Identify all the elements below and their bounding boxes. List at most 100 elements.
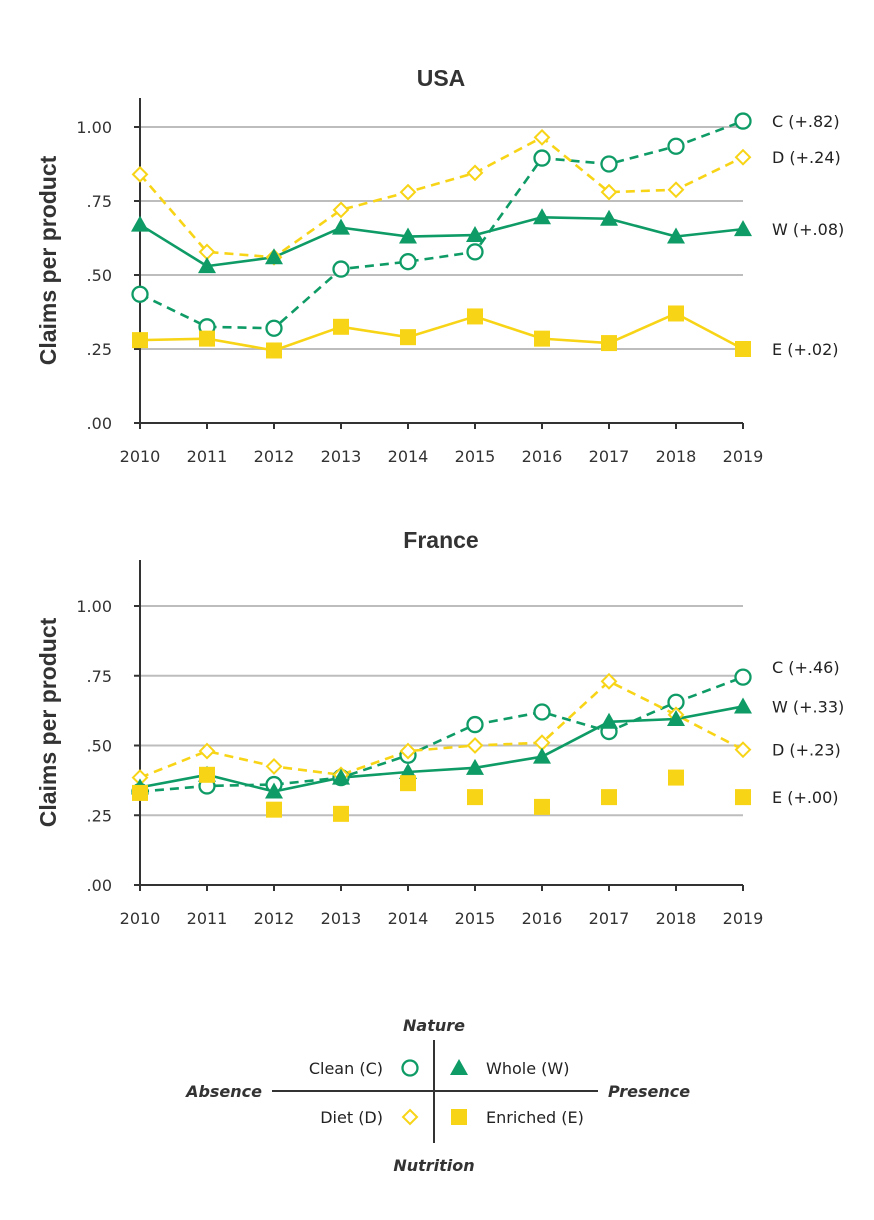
point-D-2016 <box>533 128 551 146</box>
point-E-2010 <box>132 784 148 801</box>
point-W-2015 <box>466 226 484 243</box>
legend-label-nutrition: Nutrition <box>393 1156 474 1175</box>
point-E-2015 <box>467 789 483 806</box>
y-tick-label: .25 <box>87 340 112 359</box>
point-E-2017 <box>601 335 617 352</box>
legend-label-absence: Absence <box>184 1082 262 1101</box>
point-W-2018 <box>667 709 685 726</box>
point-W-2016 <box>533 747 551 764</box>
point-E-2014 <box>400 775 416 792</box>
x-tick-label: 2018 <box>656 909 697 928</box>
point-E-2012 <box>266 801 282 818</box>
point-C-2015 <box>466 715 484 734</box>
point-C-2018 <box>667 137 685 155</box>
end-label-W: W (+.33) <box>772 697 844 716</box>
x-tick-label: 2016 <box>522 909 563 928</box>
point-E-2016 <box>534 798 550 815</box>
x-tick-label: 2012 <box>254 447 295 466</box>
point-D-2012 <box>265 758 283 775</box>
y-tick-label: .00 <box>87 414 112 433</box>
y-tick-label: .75 <box>87 192 112 211</box>
series-line-W <box>139 705 744 793</box>
point-W-2012 <box>265 248 283 265</box>
point-W-2019 <box>734 220 752 237</box>
legend-marker-D <box>401 1108 419 1126</box>
series-line-C <box>139 119 744 330</box>
point-E-2016 <box>534 330 550 347</box>
x-tick-label: 2013 <box>321 909 362 928</box>
x-tick-label: 2019 <box>723 447 764 466</box>
point-C-2019 <box>734 668 752 686</box>
end-label-E: E (+.02) <box>772 340 839 359</box>
x-tick-label: 2016 <box>522 447 563 466</box>
point-E-2015 <box>467 308 483 325</box>
point-E-2011 <box>199 766 215 783</box>
y-axis-label: Claims per product <box>35 155 61 365</box>
point-E-2018 <box>668 305 684 322</box>
y-tick-label: .25 <box>87 806 112 825</box>
end-label-D: D (+.23) <box>772 741 841 760</box>
x-tick-label: 2014 <box>388 447 429 466</box>
x-tick-label: 2017 <box>589 447 630 466</box>
point-D-2018 <box>667 181 685 199</box>
legend-marker-E <box>451 1109 467 1125</box>
point-D-2014 <box>399 742 417 760</box>
x-tick-label: 2019 <box>723 909 764 928</box>
end-label-D: D (+.24) <box>772 148 841 167</box>
point-D-2013 <box>332 201 350 219</box>
legend-item-W: Whole (W) <box>486 1059 569 1078</box>
x-tick-label: 2011 <box>187 909 228 928</box>
point-E-2019 <box>735 341 751 357</box>
legend-marker-C <box>401 1059 419 1077</box>
point-W-2016 <box>533 208 551 225</box>
y-tick-label: 1.00 <box>76 118 112 137</box>
point-E-2017 <box>601 789 617 806</box>
point-W-2014 <box>399 763 417 780</box>
point-E-2012 <box>266 342 282 359</box>
point-D-2015 <box>466 164 484 182</box>
france-chart: France Claims per product .00 .25 .50 .75 1.00… <box>35 527 844 928</box>
point-W-2012 <box>265 782 283 799</box>
series-line-D <box>139 680 744 779</box>
point-W-2013 <box>332 218 350 235</box>
point-C-2014 <box>399 253 417 271</box>
x-tick-label: 2018 <box>656 447 697 466</box>
legend-marker-W <box>450 1059 468 1075</box>
end-label-C: C (+.82) <box>772 112 840 131</box>
point-W-2017 <box>600 209 618 226</box>
point-C-2019 <box>734 112 752 130</box>
point-D-2019 <box>734 148 752 166</box>
x-tick-label: 2017 <box>589 909 630 928</box>
point-C-2017 <box>600 155 618 173</box>
point-W-2018 <box>667 227 685 244</box>
point-E-2019 <box>735 789 751 806</box>
series-line-C <box>139 675 744 793</box>
y-tick-label: .00 <box>87 876 112 895</box>
point-E-2013 <box>333 805 349 822</box>
point-D-2011 <box>198 742 216 760</box>
point-D-2017 <box>600 672 618 690</box>
point-D-2019 <box>734 741 752 759</box>
chart-title: USA <box>417 65 466 91</box>
y-tick-label: .50 <box>87 266 112 285</box>
legend-label-presence: Presence <box>608 1082 690 1101</box>
legend-item-E: Enriched (E) <box>486 1108 584 1127</box>
x-tick-label: 2011 <box>187 447 228 466</box>
x-tick-label: 2015 <box>455 909 496 928</box>
end-label-E: E (+.00) <box>772 788 839 807</box>
point-C-2016 <box>533 149 551 167</box>
point-D-2010 <box>131 165 149 183</box>
point-W-2015 <box>466 758 484 775</box>
point-W-2011 <box>198 257 216 274</box>
point-D-2014 <box>399 183 417 201</box>
point-C-2010 <box>131 285 149 303</box>
legend: Nature Nutrition Absence Presence Clean (C) W… <box>184 1016 690 1175</box>
legend-label-nature: Nature <box>403 1016 465 1035</box>
x-tick-label: 2015 <box>455 447 496 466</box>
x-tick-label: 2012 <box>254 909 295 928</box>
chart-title: France <box>403 527 478 553</box>
point-E-2013 <box>333 318 349 335</box>
point-W-2017 <box>600 712 618 729</box>
